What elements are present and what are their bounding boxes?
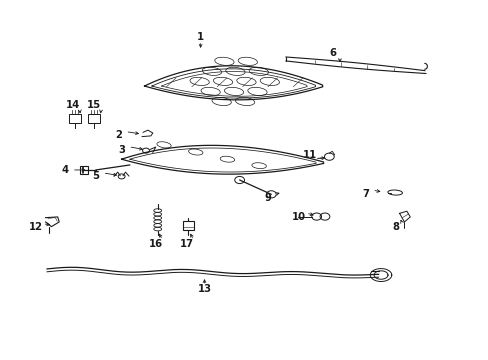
- Text: 4: 4: [61, 165, 68, 175]
- Text: 5: 5: [92, 171, 99, 181]
- Text: 6: 6: [329, 48, 336, 58]
- Text: 14: 14: [65, 100, 80, 110]
- Text: 1: 1: [197, 32, 204, 42]
- Text: 12: 12: [29, 222, 43, 232]
- Text: 2: 2: [115, 130, 122, 140]
- Text: 11: 11: [303, 150, 317, 160]
- Text: 17: 17: [180, 239, 194, 249]
- Text: 8: 8: [391, 222, 398, 232]
- Text: 7: 7: [361, 189, 368, 199]
- Text: 9: 9: [264, 193, 271, 203]
- Text: 3: 3: [118, 145, 125, 155]
- Text: 13: 13: [197, 284, 211, 294]
- Text: 15: 15: [87, 100, 101, 110]
- Bar: [88, 114, 100, 123]
- Bar: [80, 166, 88, 174]
- Text: 10: 10: [291, 212, 305, 221]
- Text: 16: 16: [148, 239, 163, 249]
- Bar: [183, 221, 193, 230]
- Bar: [69, 114, 81, 123]
